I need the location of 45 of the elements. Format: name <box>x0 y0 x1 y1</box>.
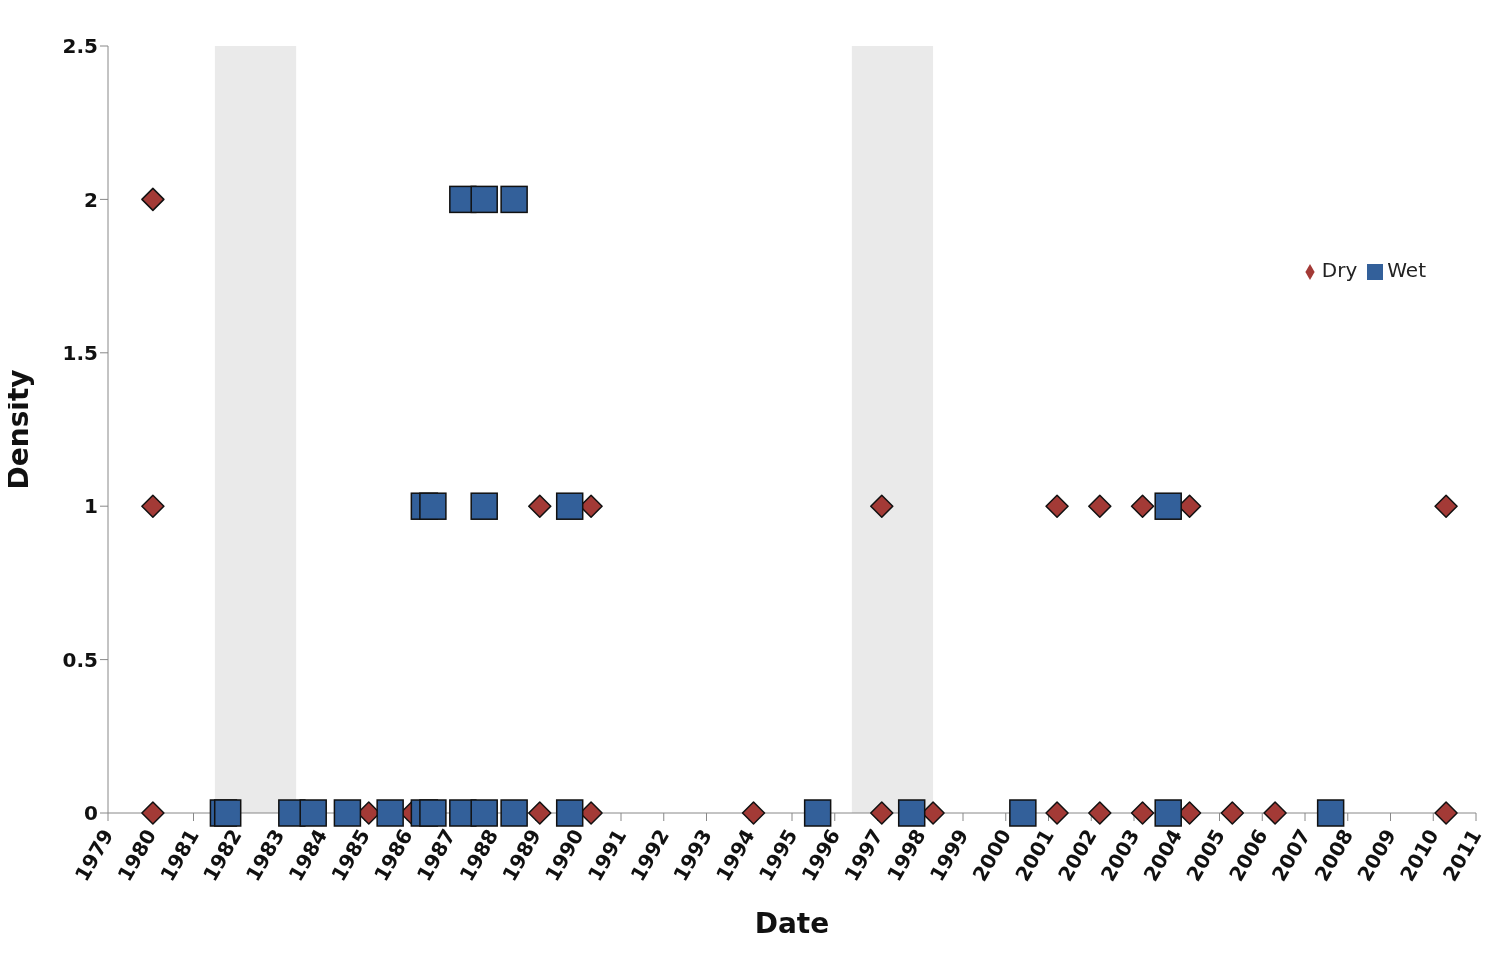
point <box>1088 801 1112 825</box>
point <box>897 799 926 827</box>
legend-label: Wet <box>1387 258 1426 282</box>
point <box>528 494 552 518</box>
point <box>555 492 584 520</box>
y-tick-label: 0 <box>84 801 98 826</box>
point <box>141 801 165 825</box>
point <box>1434 801 1458 825</box>
point <box>141 494 165 518</box>
point <box>741 801 766 825</box>
point <box>500 185 528 214</box>
point <box>1154 799 1182 827</box>
point <box>803 799 832 827</box>
y-tick-label: 0.5 <box>62 647 98 672</box>
point <box>419 492 447 520</box>
y-tick-label: 1.5 <box>62 340 98 365</box>
point <box>528 801 552 825</box>
point <box>870 494 894 518</box>
point <box>1045 494 1069 518</box>
point <box>1434 494 1458 518</box>
point <box>1263 801 1287 825</box>
point <box>1316 799 1345 827</box>
point <box>1154 492 1182 520</box>
point <box>470 492 498 520</box>
point <box>470 799 498 827</box>
point <box>870 801 894 825</box>
point <box>419 799 447 827</box>
point <box>333 799 362 827</box>
point <box>470 185 498 214</box>
point <box>1220 801 1245 825</box>
point <box>1130 494 1155 518</box>
point <box>299 799 327 827</box>
y-tick-label: 2 <box>84 187 98 212</box>
y-tick-label: 2.5 <box>62 34 98 59</box>
point <box>141 187 165 212</box>
x-axis-title: Date <box>754 907 830 940</box>
point <box>1088 494 1112 518</box>
point <box>555 799 584 827</box>
y-tick-label: 1 <box>84 494 98 519</box>
point <box>376 799 404 827</box>
legend-label: Dry <box>1321 258 1358 282</box>
point <box>500 799 528 827</box>
point <box>1009 799 1037 827</box>
point <box>1130 801 1155 825</box>
point <box>1045 801 1069 825</box>
